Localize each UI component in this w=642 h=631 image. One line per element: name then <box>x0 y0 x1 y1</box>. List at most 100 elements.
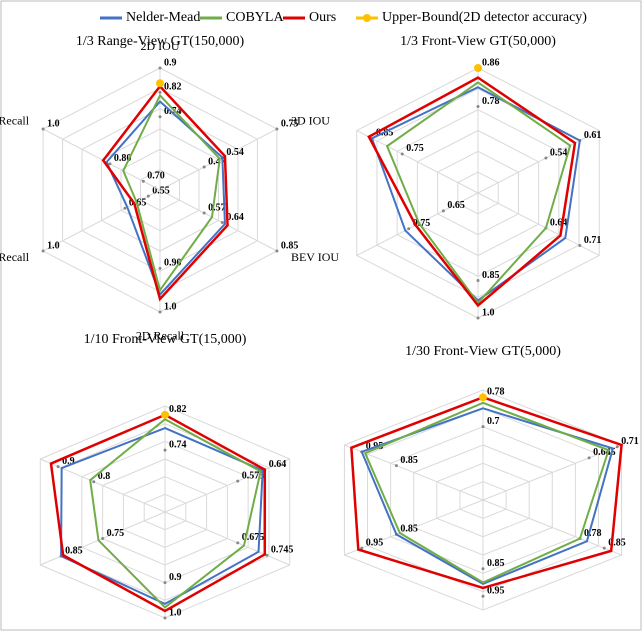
axis-name: 2D IOU <box>141 39 180 53</box>
series-line <box>101 84 229 302</box>
tick-mark <box>41 249 45 253</box>
tick-label: 0.85 <box>487 558 505 569</box>
tick-label: 0.75 <box>107 528 125 539</box>
tick-mark <box>544 156 548 160</box>
chart-title: 1/30 Front-View GT(5,000) <box>405 344 561 359</box>
tick-label: 0.65 <box>447 200 465 211</box>
tick-mark <box>108 162 112 166</box>
series-marker <box>161 410 169 419</box>
series-line <box>363 401 610 584</box>
tick-label: 0.7 <box>487 416 500 427</box>
tick-label: 0.57 <box>208 202 226 213</box>
tick-label: 0.71 <box>584 235 602 246</box>
axis-name: BEV IOU <box>291 250 339 264</box>
tick-label: 0.95 <box>487 586 505 597</box>
tick-label: 0.90 <box>164 258 182 269</box>
tick-label: 0.85 <box>65 545 83 556</box>
axis-spoke <box>42 128 161 191</box>
tick-label: 0.47 <box>208 156 226 167</box>
tick-label: 0.9 <box>62 456 75 467</box>
tick-mark <box>158 310 162 314</box>
axis-spoke <box>42 189 161 252</box>
tick-mark <box>265 553 269 557</box>
tick-mark <box>578 244 582 247</box>
series-line <box>385 81 572 305</box>
axis-spoke <box>482 444 622 501</box>
tick-label: 0.85 <box>281 240 299 251</box>
tick-label: 0.675 <box>242 532 265 543</box>
axis-spoke <box>356 192 479 256</box>
legend-label: Ours <box>309 10 336 25</box>
tick-label: 0.85 <box>400 524 418 535</box>
tick-mark <box>163 448 167 452</box>
chart-title: 1/3 Front-View GT(50,000) <box>400 34 556 49</box>
tick-label: 0.82 <box>169 404 187 415</box>
tick-label: 0.74 <box>169 439 187 450</box>
series-marker <box>474 64 482 72</box>
tick-label: 0.75 <box>281 118 299 129</box>
tick-label: 0.95 <box>366 537 384 548</box>
tick-mark <box>158 266 162 270</box>
tick-mark <box>141 179 145 183</box>
axis-name: 3D Recall <box>0 250 30 264</box>
tick-label: 0.54 <box>550 147 568 158</box>
tick-label: 0.82 <box>164 82 182 93</box>
axis-name: BEV Recall <box>0 113 30 127</box>
tick-label: 0.70 <box>147 171 165 182</box>
chart-title: 1/10 Front-View GT(15,000) <box>84 332 247 347</box>
tick-label: 0.78 <box>482 96 500 107</box>
tick-mark <box>275 249 279 253</box>
axis-spoke <box>344 499 484 556</box>
series-marker <box>156 79 164 88</box>
tick-mark <box>394 464 398 468</box>
series-line <box>360 407 615 585</box>
axis-spoke <box>164 511 290 566</box>
tick-mark <box>158 115 162 119</box>
tick-label: 0.80 <box>114 153 132 164</box>
series-line <box>49 413 267 613</box>
tick-label: 1.0 <box>169 607 182 618</box>
tick-mark <box>163 581 167 585</box>
legend-label: Nelder-Mead <box>126 10 200 25</box>
tick-mark <box>101 537 105 540</box>
tick-label: 0.74 <box>164 106 182 117</box>
series-marker <box>479 393 487 402</box>
tick-mark <box>481 567 485 571</box>
tick-label: 0.64 <box>269 459 287 470</box>
chart-title: 1/3 Range-View GT(150,000) <box>76 34 245 49</box>
axis-spoke <box>159 189 278 252</box>
axis-spoke <box>344 444 484 501</box>
series-line <box>122 93 221 293</box>
tick-label: 0.78 <box>487 387 505 398</box>
tick-mark <box>602 546 606 550</box>
tick-label: 1.0 <box>47 118 60 129</box>
tick-label: 0.64 <box>226 212 244 223</box>
tick-mark <box>407 227 411 231</box>
tick-mark <box>236 479 240 483</box>
tick-mark <box>587 456 591 460</box>
tick-mark <box>481 594 485 598</box>
tick-label: 1.0 <box>164 301 177 312</box>
tick-mark <box>481 425 485 429</box>
tick-mark <box>476 316 480 320</box>
tick-label: 0.9 <box>169 572 182 583</box>
tick-label: 0.54 <box>226 147 244 158</box>
tick-label: 0.9 <box>164 57 177 68</box>
legend-label: COBYLA <box>226 10 284 25</box>
tick-label: 0.75 <box>413 218 431 229</box>
tick-mark <box>275 127 279 131</box>
tick-mark <box>236 541 240 545</box>
axis-name: 2D Recall <box>136 328 185 342</box>
tick-mark <box>400 152 404 156</box>
series-line <box>350 396 623 590</box>
tick-mark <box>476 279 480 282</box>
tick-mark <box>163 616 167 620</box>
tick-label: 0.78 <box>584 528 602 539</box>
tick-label: 0.55 <box>152 185 170 196</box>
axis-spoke <box>356 130 479 194</box>
series-line <box>89 418 262 609</box>
tick-mark <box>202 165 206 169</box>
tick-mark <box>123 206 127 210</box>
axis-spoke <box>159 128 278 191</box>
